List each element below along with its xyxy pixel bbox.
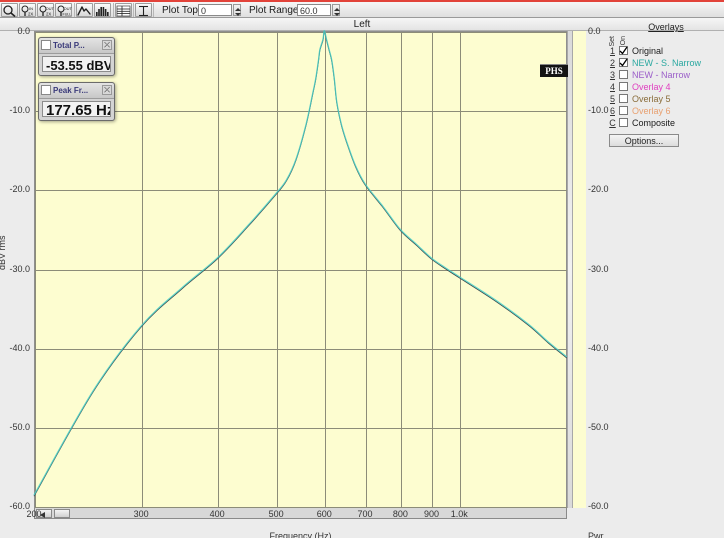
svg-text:FULL: FULL xyxy=(63,13,72,17)
svg-text:OUT: OUT xyxy=(46,6,55,11)
svg-text:OUT: OUT xyxy=(64,6,73,11)
svg-text:IN: IN xyxy=(29,6,33,11)
svg-text:2X: 2X xyxy=(46,12,51,17)
svg-text:2X: 2X xyxy=(28,12,33,17)
